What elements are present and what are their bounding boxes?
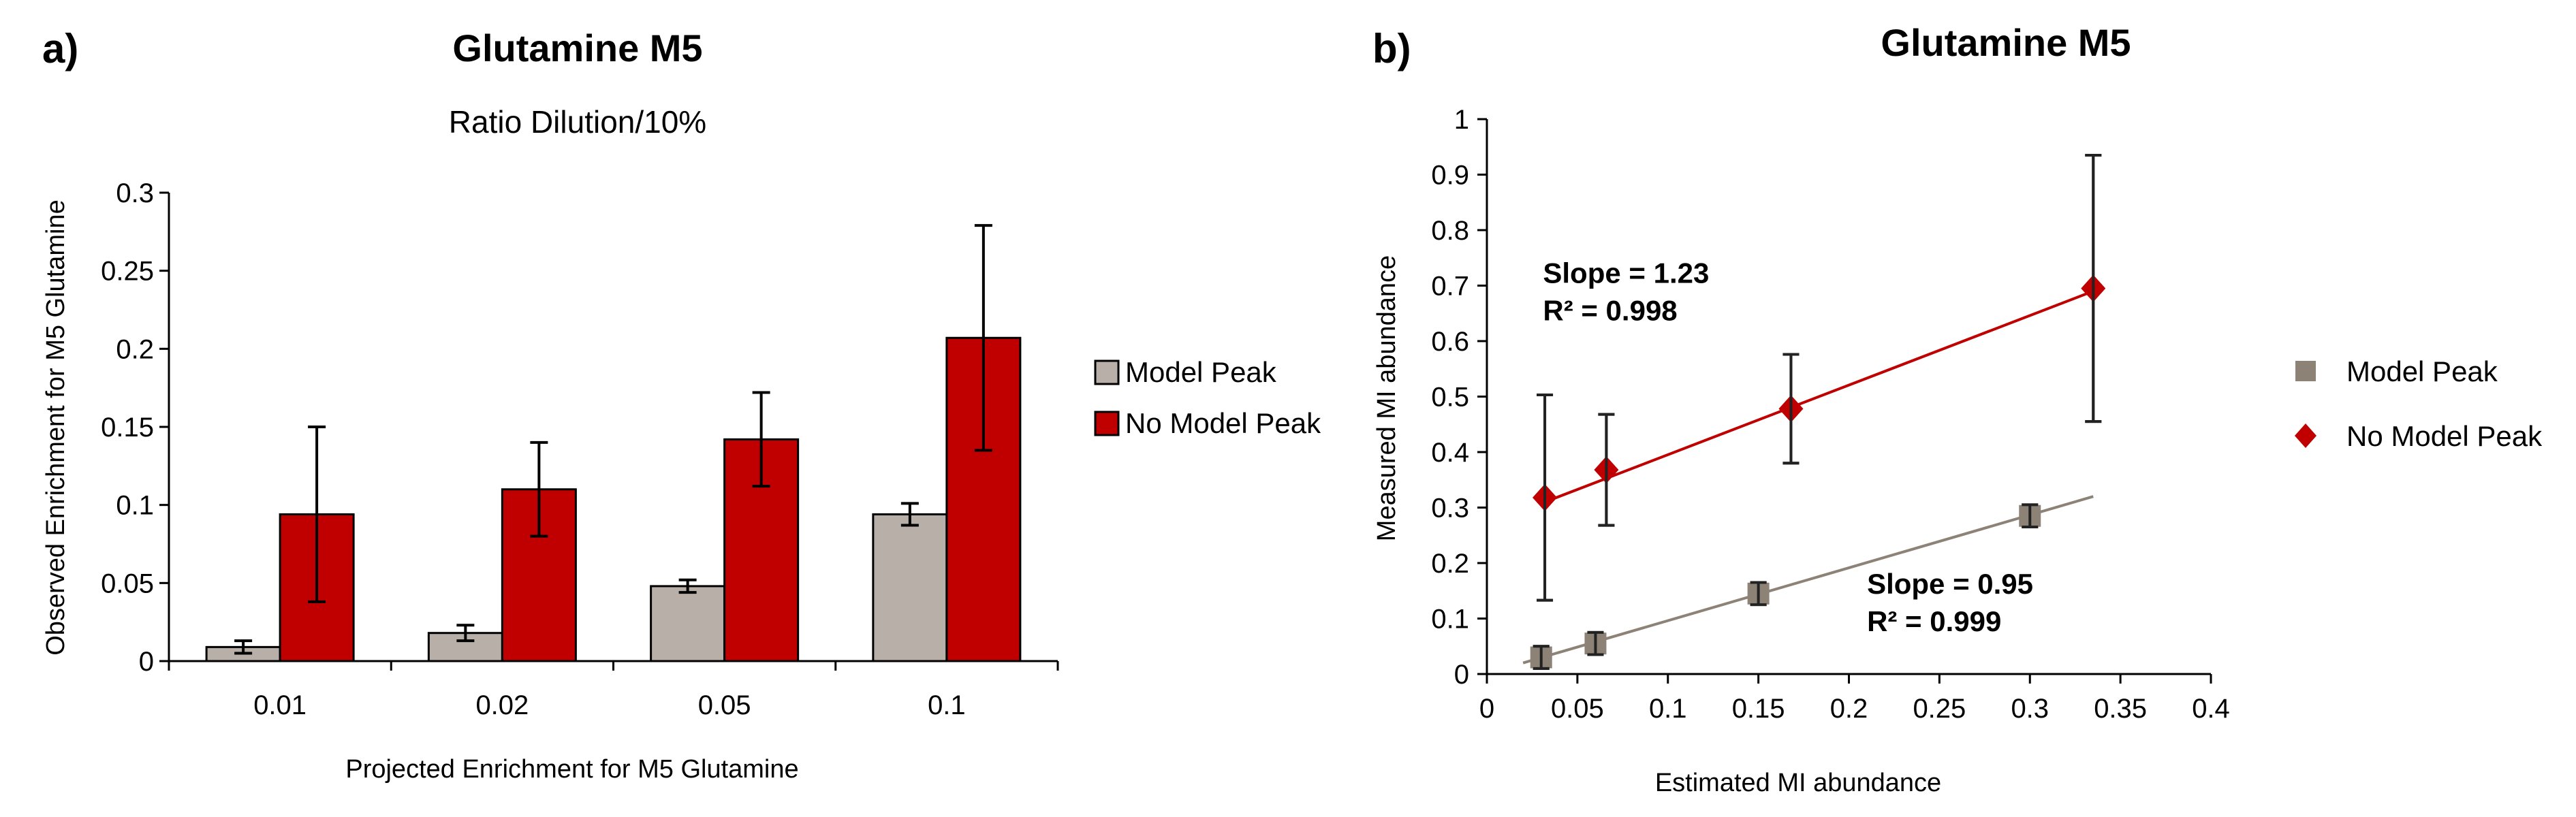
chart-b-x-tick-label: 0.2 [1830,694,1868,724]
legend-marker [2295,361,2316,381]
chart-b-x-tick-label: 0.15 [1732,694,1785,724]
chart-a-legend: Model Peak No Model Peak [1094,356,1321,439]
bar-model-peak [650,585,726,662]
panel-b-label: b) [1372,26,1411,71]
chart-b-y-tick-label: 0.1 [1431,605,1469,635]
bar-no-model-peak [501,488,577,662]
legend-swatch [1094,411,1120,436]
chart-b-x-tick-label: 0.35 [2094,694,2147,724]
chart-a-x-tick-label: 0.01 [253,690,307,720]
chart-a-x-tick-label: 0.02 [475,690,529,720]
chart-b-y-tick-label: 0.8 [1431,216,1469,246]
chart-a-x-axis-label: Projected Enrichment for M5 Glutamine [345,755,798,784]
chart-a-y-axis-label: Observed Enrichment for M5 Glutamine [42,199,70,656]
chart-a-x-tick-label: 0.1 [928,690,966,720]
legend-label: No Model Peak [2346,420,2543,452]
chart-b-x-tick-label: 0.05 [1551,694,1604,724]
legend-label: Model Peak [2346,355,2498,387]
chart-b-x-tick-label: 0 [1479,694,1494,724]
chart-b-x-tick-label: 0.25 [1913,694,1966,724]
fit-line-model-peak [1522,495,2094,664]
chart-a-y-tick-label: 0.25 [101,257,154,287]
chart-a-x-tick-label: 0.05 [698,690,751,720]
panel-a-label: a) [42,26,78,71]
legend-swatch [1094,359,1120,385]
fit-line-no-model-peak [1544,289,2094,504]
legend-label: No Model Peak [1125,407,1321,439]
chart-b-title: Glutamine M5 [1881,21,2131,64]
chart-a-y-tick-label: 0.1 [116,491,154,521]
chart-b-x-tick-label: 0.3 [2011,694,2049,724]
bar-model-peak [872,513,948,662]
r2-annotation-model-peak: R² = 0.999 [1867,605,2001,637]
chart-b-y-tick-label: 0.6 [1431,327,1469,357]
chart-b-y-tick-label: 0.9 [1431,161,1469,191]
chart-b-plot: 0 0.1 0.2 0.3 0.4 0.5 0.6 0.7 0.8 0.9 1 0 0.05 0.1 0.1… [1431,105,2229,724]
chart-b-y-tick-label: 0 [1454,660,1469,690]
chart-b-x-tick-label: 0.4 [2192,694,2230,724]
chart-a-subtitle: Ratio Dilution/10% [449,104,706,140]
legend-marker [2295,423,2316,448]
legend-label: Model Peak [1125,356,1277,388]
chart-a-y-tick-label: 0.05 [101,568,154,598]
chart-b-y-tick-label: 1 [1454,105,1469,135]
chart-b-y-tick-label: 0.4 [1431,438,1469,468]
chart-b-y-tick-label: 0.5 [1431,383,1469,413]
chart-b-legend: Model Peak No Model Peak [2295,355,2543,452]
chart-b-y-axis-label: Measured MI abundance [1372,255,1401,541]
chart-a-y-tick-label: 0.15 [101,413,154,443]
chart-b-x-tick-label: 0.1 [1649,694,1687,724]
chart-b-y-tick-label: 0.2 [1431,549,1469,579]
chart-a-y-tick-label: 0 [139,647,154,677]
chart-a-y-tick-label: 0.3 [116,178,154,208]
chart-b-y-tick-label: 0.3 [1431,494,1469,524]
slope-annotation-model-peak: Slope = 0.95 [1867,568,2033,600]
chart-a-title: Glutamine M5 [452,27,702,69]
chart-a-plot: 0 0.05 0.1 0.15 0.2 0.25 0.3 0.01 0.02 0.05 0.1 [101,178,1059,720]
r2-annotation-no-model-peak: R² = 0.998 [1543,294,1677,326]
chart-b-x-axis-label: Estimated MI abundance [1655,769,1941,797]
chart-b-y-tick-label: 0.7 [1431,272,1469,302]
slope-annotation-no-model-peak: Slope = 1.23 [1543,257,1709,289]
chart-a-y-tick-label: 0.2 [116,334,154,364]
